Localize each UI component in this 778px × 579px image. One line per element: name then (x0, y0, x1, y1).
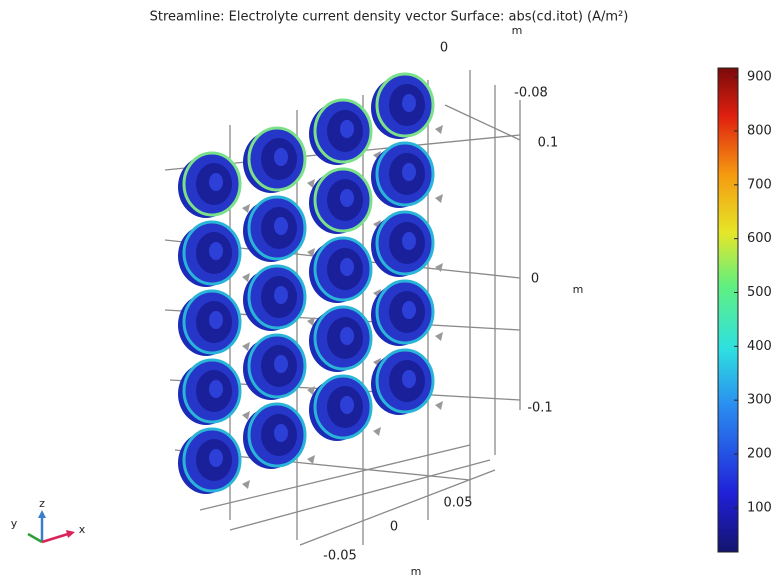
cell (371, 350, 443, 415)
cell-hole (402, 232, 416, 250)
axis-label: -0.1 (527, 401, 552, 416)
cell-hole (209, 173, 223, 191)
cell (371, 212, 443, 277)
cell (309, 307, 381, 372)
cell-hole (340, 120, 354, 138)
cell-hole (274, 355, 288, 373)
arrow (242, 480, 250, 489)
axis-label: -0.05 (323, 549, 357, 564)
colorbar-tick-label: 400 (747, 339, 772, 354)
colorbar-tick-label: 800 (747, 123, 772, 138)
arrow (373, 427, 381, 436)
axis-label: 0 (390, 520, 398, 535)
cell-hole (274, 424, 288, 442)
colorbar-tick-label: 600 (747, 231, 772, 246)
colorbar-tick-label: 300 (747, 393, 772, 408)
arrow (242, 204, 250, 213)
plot-window: Streamline: Electrolyte current density … (0, 0, 778, 579)
cell (309, 238, 381, 303)
colorbar-tick-label: 100 (747, 500, 772, 515)
cells (178, 74, 443, 494)
cell-hole (209, 449, 223, 467)
cell-hole (274, 217, 288, 235)
cell (309, 169, 381, 234)
triad-label: x (79, 523, 86, 536)
axis-label: -0.08 (514, 86, 548, 101)
colorbar-tick-label: 700 (747, 177, 772, 192)
cell-hole (402, 94, 416, 112)
arrow (242, 411, 250, 420)
colorbar-tick-label: 900 (747, 70, 772, 85)
cell-hole (209, 242, 223, 260)
cell-hole (402, 370, 416, 388)
arrow (307, 455, 315, 464)
plot-title: Streamline: Electrolyte current density … (150, 10, 629, 25)
cell (243, 404, 315, 469)
colorbar (718, 68, 738, 552)
cell-hole (340, 258, 354, 276)
cell (371, 281, 443, 346)
axis-label: 0 (531, 272, 539, 287)
triad-label: y (11, 517, 18, 530)
triad-label: z (39, 497, 45, 510)
cell (178, 429, 250, 494)
cell-hole (209, 380, 223, 398)
cell (178, 222, 250, 287)
arrow (435, 125, 443, 134)
cell-hole (340, 327, 354, 345)
arrow (242, 342, 250, 351)
axis-triad: z y x (11, 497, 86, 542)
cell (309, 100, 381, 165)
cell (243, 266, 315, 331)
cell-hole (402, 301, 416, 319)
cell-hole (402, 163, 416, 181)
cell (371, 143, 443, 208)
arrow (435, 332, 443, 341)
cell (178, 360, 250, 425)
cell-hole (340, 189, 354, 207)
cell-hole (274, 286, 288, 304)
axis-label: 0 (440, 41, 448, 56)
cell (178, 291, 250, 356)
cell (309, 376, 381, 441)
axis-label: 0.1 (538, 136, 559, 151)
cell (243, 128, 315, 193)
colorbar-tick-label: 200 (747, 447, 772, 462)
colorbar-tick-label: 500 (747, 285, 772, 300)
axis-unit: m (512, 24, 523, 37)
colorbar-ticks: 100 200 300 400 500 600 700 800 900 (734, 70, 772, 516)
arrow (435, 194, 443, 203)
cell-hole (209, 311, 223, 329)
axis-unit: m (411, 565, 422, 578)
cell (243, 197, 315, 262)
arrow (435, 263, 443, 272)
axis-unit: m (573, 283, 584, 296)
cell-hole (274, 148, 288, 166)
cell (243, 335, 315, 400)
cell (371, 74, 443, 139)
cell-hole (340, 396, 354, 414)
axis-label: 0.05 (444, 496, 473, 511)
arrow (435, 401, 443, 410)
grid-line (445, 105, 520, 140)
arrow (242, 273, 250, 282)
